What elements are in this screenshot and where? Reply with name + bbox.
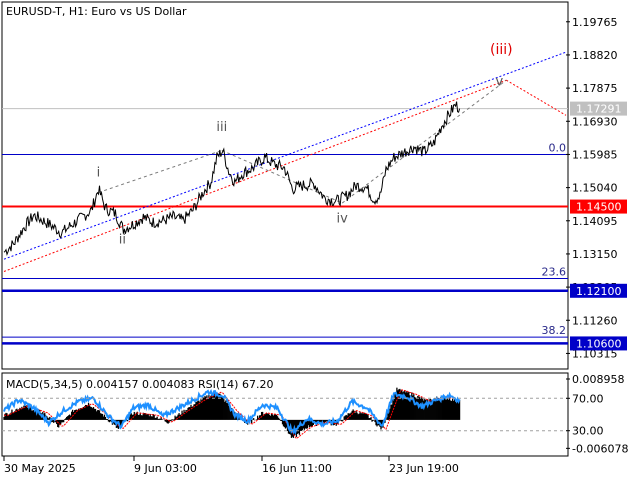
support-level-value: 1.14500	[576, 201, 622, 214]
current-price-tag	[570, 101, 627, 116]
target-level-tag	[570, 336, 627, 351]
symbol-title: EURUSD-T, H1: Euro vs US Dollar	[6, 5, 187, 18]
indicator-tick-label: 70.00	[572, 392, 604, 405]
trend-line-dashed-gray	[221, 149, 343, 204]
levels-layer: 0.0 23.6 38.2	[2, 108, 568, 345]
price-tick-label: 1.13150	[572, 248, 618, 261]
time-axis: 30 May 2025 9 Jun 03:00 16 Jun 11:00 23 Jun…	[3, 456, 459, 475]
indicator-title: MACD(5,34,5) 0.004157 0.004083 RSI(14) 6…	[6, 378, 273, 391]
trend-line-dotted-red	[506, 79, 567, 116]
macd-signal-line	[4, 389, 460, 440]
price-tick-label: 1.10315	[572, 347, 618, 360]
wave-label: i	[97, 166, 101, 181]
current-price-value: 1.17291	[576, 103, 622, 116]
price-series-line	[3, 101, 461, 257]
indicator-tick-label: 0.008958	[572, 373, 625, 386]
price-tick-label: 1.17875	[572, 82, 618, 95]
fib-level-label: 23.6	[542, 266, 567, 279]
target-level-value: 1.10600	[576, 337, 622, 350]
indicator-axis: 0.008958 70.00 30.00 -0.006078	[2, 373, 628, 455]
trend-line-dashed-gray	[98, 149, 222, 193]
price-labels-layer: 1.14500 1.12100 1.10600 1.17291	[570, 101, 627, 351]
indicator-tick-label: 30.00	[572, 425, 604, 438]
trend-line-dotted-red	[3, 79, 507, 272]
target-level-tag	[570, 283, 627, 298]
price-axis: 1.19765 1.18820 1.17875 1.16930 1.15985 1.150…	[566, 16, 618, 360]
indicator-tick-label: -0.006078	[572, 442, 628, 455]
fib-level-label: 0.0	[549, 141, 567, 154]
price-tick-label: 1.19765	[572, 16, 618, 29]
price-tick-label: 1.14095	[572, 215, 618, 228]
price-tick-label: 1.15985	[572, 148, 618, 161]
trend-lines-layer	[3, 51, 567, 272]
rsi-line	[3, 389, 461, 436]
price-tick-label: 1.18820	[572, 49, 618, 62]
price-line-layer	[3, 101, 461, 257]
time-tick-label: 30 May 2025	[4, 462, 76, 475]
fib-level-label: 38.2	[542, 324, 567, 337]
wave-label: iii	[216, 120, 227, 135]
wave-label: (iii)	[490, 42, 513, 58]
time-tick-label: 9 Jun 03:00	[134, 462, 197, 475]
price-tick-label: 1.16930	[572, 115, 618, 128]
price-tick-label: 1.11260	[572, 314, 618, 327]
rsi-line-layer	[3, 389, 461, 436]
macd-histogram	[3, 387, 461, 440]
time-tick-label: 16 Jun 11:00	[262, 462, 332, 475]
wave-label: iv	[337, 211, 349, 226]
target-level-value: 1.12100	[576, 285, 622, 298]
time-tick-label: 23 Jun 19:00	[389, 462, 459, 475]
main-price-panel[interactable]	[1, 1, 569, 370]
price-tick-label: 1.15040	[572, 182, 618, 195]
support-level-tag	[570, 199, 627, 214]
trend-line-dashed-gray	[341, 79, 507, 204]
wave-label: v	[496, 74, 504, 89]
wave-label: ii	[119, 232, 126, 247]
